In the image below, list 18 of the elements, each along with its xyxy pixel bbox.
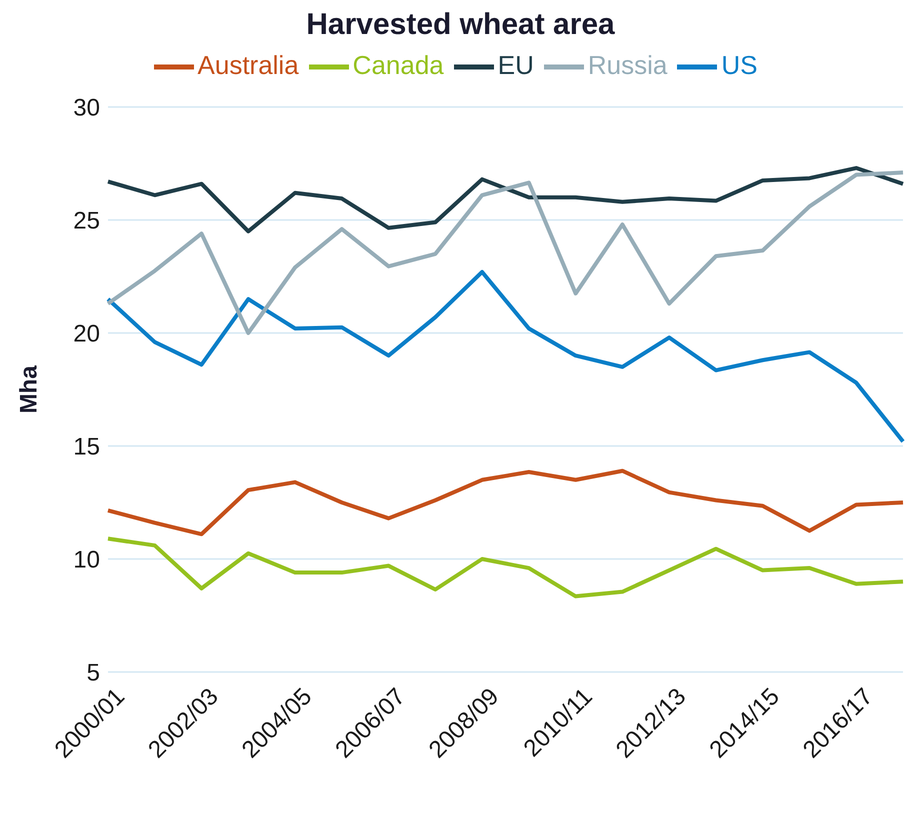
chart-title: Harvested wheat area <box>305 8 616 42</box>
legend-label: Russia <box>588 50 668 80</box>
y-tick-label: 25 <box>73 208 100 235</box>
legend-label: US <box>721 50 758 80</box>
line-series <box>106 536 905 598</box>
line-series <box>106 270 905 444</box>
legend-label: Australia <box>198 50 299 80</box>
line-series <box>106 170 905 335</box>
line-series <box>106 166 905 234</box>
y-tick-label: 20 <box>73 320 100 348</box>
legend-label: EU <box>498 50 534 80</box>
line-series <box>106 468 905 536</box>
y-tick-label: 15 <box>73 434 100 461</box>
legend-label: Canada <box>352 50 444 80</box>
y-tick-label: 30 <box>73 94 100 122</box>
y-tick-label: 10 <box>73 546 100 574</box>
y-tick-label: 5 <box>86 660 100 687</box>
y-axis-title: Mha <box>16 364 43 414</box>
